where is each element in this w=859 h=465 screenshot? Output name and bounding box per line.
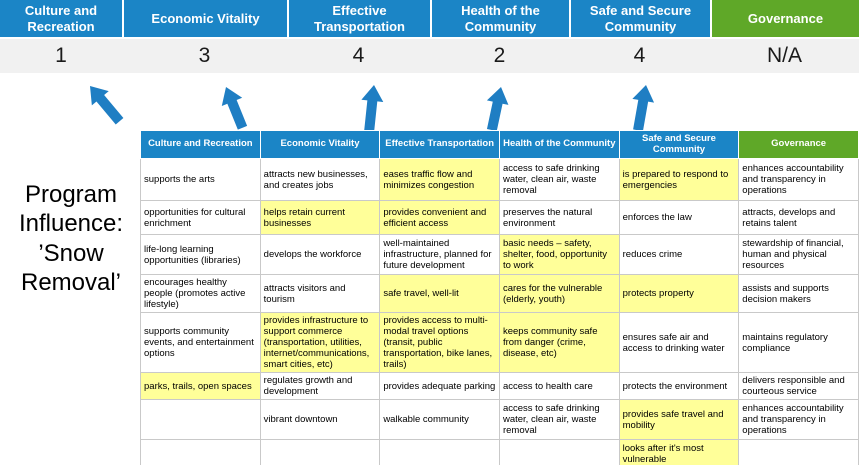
up-arrow-icon (221, 87, 248, 130)
matrix-cell: protects property (618, 274, 740, 314)
matrix-cell: attracts, develops and retains talent (738, 200, 859, 236)
scoreboard-scores: 1 3 4 2 4 N/A (0, 39, 859, 73)
table-row: supports community events, and entertain… (140, 312, 859, 374)
scoreboard-headers: Culture and Recreation Economic Vitality… (0, 0, 859, 37)
program-title-line: Influence: (18, 210, 124, 238)
matrix-cell: supports community events, and entertain… (140, 312, 261, 374)
matrix-cell: provides infrastructure to support comme… (259, 312, 381, 374)
matrix-cell: protects the environment (618, 372, 740, 401)
matrix-cell: supports the arts (140, 158, 261, 202)
score-economic-vitality: 3 (198, 44, 211, 67)
table-row: supports the arts attracts new businesses… (140, 158, 859, 202)
table-row: opportunities for cultural enrichment hel… (140, 200, 859, 236)
matrix-cell: parks, trails, open spaces (140, 372, 261, 401)
matrix-cell: keeps community safe from danger (crime,… (498, 312, 620, 374)
matrix-cell: provides access to multi-modal travel op… (379, 312, 500, 374)
matrix-header-cell: Culture and Recreation (140, 129, 261, 160)
matrix-cell: eases traffic flow and minimizes congest… (379, 158, 500, 202)
scoreboard: Culture and Recreation Economic Vitality… (0, 0, 859, 73)
scoreboard-header-governance: Governance (710, 0, 859, 37)
matrix-header-cell: Economic Vitality (259, 129, 381, 160)
matrix-cell: provides convenient and efficient access (379, 200, 500, 236)
score-culture-recreation: 1 (55, 44, 67, 67)
matrix-cell: access to safe drinking water, clean air… (498, 399, 620, 441)
matrix-cell: safe travel, well-lit (379, 274, 500, 314)
matrix-cell: walkable community (379, 399, 500, 441)
matrix-cell: preserves the natural environment (498, 200, 620, 236)
table-row: life-long learning opportunities (librar… (140, 234, 859, 276)
scoreboard-header-safe-secure-community: Safe and Secure Community (569, 0, 710, 37)
matrix-header-cell: Health of the Community (498, 129, 620, 160)
up-arrow-icon (90, 86, 124, 125)
program-title: Program Influence: ’Snow Removal’ (0, 180, 142, 297)
matrix-cell: provides adequate parking (379, 372, 500, 401)
matrix-header-cell: Safe and Secure Community (618, 129, 740, 160)
up-arrow-icon (486, 87, 509, 130)
matrix-cell (259, 439, 381, 465)
matrix-cell: cares for the vulnerable (elderly, youth… (498, 274, 620, 314)
matrix-header-cell: Governance (738, 129, 859, 160)
matrix-cell: well-maintained infrastructure, planned … (379, 234, 500, 276)
matrix-cell: encourages healthy people (promotes acti… (140, 274, 261, 314)
table-row: vibrant downtown walkable community access… (140, 399, 859, 441)
matrix-cell: enhances accountability and transparency… (738, 399, 859, 441)
matrix-cell: provides safe travel and mobility (618, 399, 740, 441)
matrix-cell (738, 439, 859, 465)
matrix-head: Culture and Recreation Economic Vitality E… (140, 129, 859, 160)
matrix-cell: access to safe drinking water, clean air… (498, 158, 620, 202)
scoreboard-header-effective-transportation: Effective Transportation (287, 0, 430, 37)
table-row: looks after it's most vulnerable (140, 439, 859, 465)
program-title-line: ’Snow (38, 239, 104, 267)
score-effective-transportation: 4 (352, 44, 365, 67)
matrix-cell: helps retain current businesses (259, 200, 381, 236)
score-safe-secure-community: 4 (633, 44, 646, 67)
matrix-cell: attracts new businesses, and creates job… (259, 158, 381, 202)
scoreboard-header-economic-vitality: Economic Vitality (122, 0, 287, 37)
matrix-cell: reduces crime (618, 234, 740, 276)
matrix-cell: delivers responsible and courteous servi… (738, 372, 859, 401)
matrix-cell: assists and supports decision makers (738, 274, 859, 314)
matrix-cell (498, 439, 620, 465)
matrix-cell: ensures safe air and access to drinking … (618, 312, 740, 374)
matrix-cell: maintains regulatory compliance (738, 312, 859, 374)
up-arrow-icon (361, 85, 384, 130)
matrix-cell: enhances accountability and transparency… (738, 158, 859, 202)
matrix-cell: is prepared to respond to emergencies (618, 158, 740, 202)
table-row: encourages healthy people (promotes acti… (140, 274, 859, 314)
matrix-cell: life-long learning opportunities (librar… (140, 234, 261, 276)
score-governance: N/A (766, 44, 802, 67)
matrix-cell (140, 439, 261, 465)
connector-arrows (90, 85, 655, 130)
up-arrow-icon (632, 85, 655, 130)
matrix-cell: vibrant downtown (259, 399, 381, 441)
matrix-cell: basic needs – safety, shelter, food, opp… (498, 234, 620, 276)
matrix-cell: access to health care (498, 372, 620, 401)
matrix-body: supports the arts attracts new businesses… (140, 158, 859, 465)
program-title-line: Removal’ (20, 268, 122, 296)
matrix-cell: attracts visitors and tourism (259, 274, 381, 314)
scoreboard-header-culture-recreation: Culture and Recreation (0, 0, 122, 37)
matrix-table: Culture and Recreation Economic Vitality E… (140, 129, 859, 465)
matrix-cell (140, 399, 261, 441)
program-title-line: Program (24, 181, 118, 208)
matrix-cell: stewardship of financial, human and phys… (738, 234, 859, 276)
scoreboard-header-health-community: Health of the Community (430, 0, 569, 37)
score-health-community: 2 (493, 44, 506, 67)
matrix-cell: develops the workforce (259, 234, 381, 276)
matrix-cell: regulates growth and development (259, 372, 381, 401)
matrix-cell: looks after it's most vulnerable (618, 439, 740, 465)
matrix-cell (379, 439, 500, 465)
matrix-cell: opportunities for cultural enrichment (140, 200, 261, 236)
influence-matrix: Culture and Recreation Economic Vitality E… (140, 129, 859, 465)
matrix-cell: enforces the law (618, 200, 740, 236)
matrix-header-cell: Effective Transportation (379, 129, 500, 160)
table-row: parks, trails, open spaces regulates grow… (140, 372, 859, 401)
